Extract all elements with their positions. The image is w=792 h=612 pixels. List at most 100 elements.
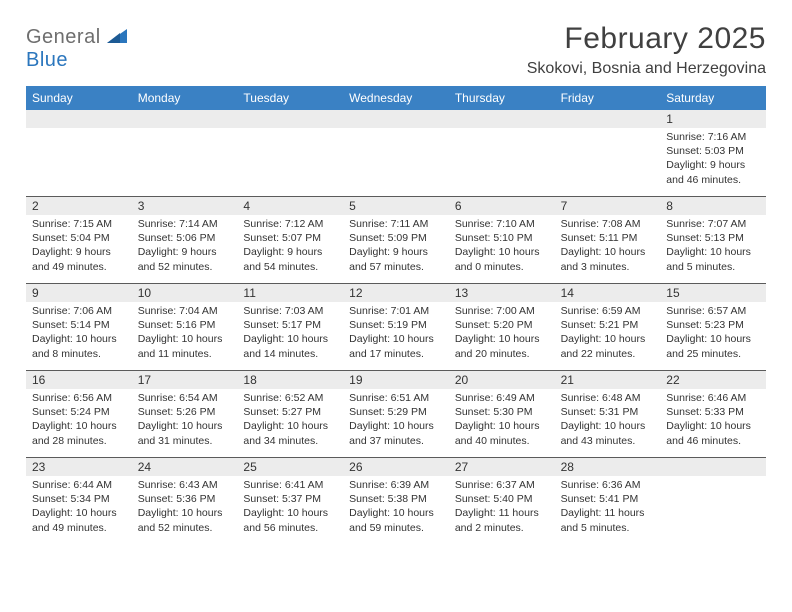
day-cell: 11Sunrise: 7:03 AMSunset: 5:17 PMDayligh… [237, 284, 343, 370]
day-number [132, 110, 238, 128]
sunrise-text: Sunrise: 7:00 AM [455, 304, 549, 318]
day-cell [132, 110, 238, 196]
daylight-text: Daylight: 11 hours and 2 minutes. [455, 506, 549, 534]
daylight-text: Daylight: 10 hours and 14 minutes. [243, 332, 337, 360]
sunrise-text: Sunrise: 7:03 AM [243, 304, 337, 318]
daylight-text: Daylight: 10 hours and 28 minutes. [32, 419, 126, 447]
day-details: Sunrise: 6:57 AMSunset: 5:23 PMDaylight:… [660, 302, 766, 365]
day-cell [555, 110, 661, 196]
sunset-text: Sunset: 5:04 PM [32, 231, 126, 245]
sunrise-text: Sunrise: 7:04 AM [138, 304, 232, 318]
weekday-label: Tuesday [237, 86, 343, 110]
sunrise-text: Sunrise: 6:57 AM [666, 304, 760, 318]
sunset-text: Sunset: 5:29 PM [349, 405, 443, 419]
sunset-text: Sunset: 5:34 PM [32, 492, 126, 506]
sunrise-text: Sunrise: 6:54 AM [138, 391, 232, 405]
daylight-text: Daylight: 9 hours and 46 minutes. [666, 158, 760, 186]
sunrise-text: Sunrise: 7:16 AM [666, 130, 760, 144]
day-number: 20 [449, 371, 555, 389]
logo-text: General Blue [26, 26, 127, 72]
day-details: Sunrise: 7:06 AMSunset: 5:14 PMDaylight:… [26, 302, 132, 365]
calendar-page: General Blue February 2025 Skokovi, Bosn… [0, 0, 792, 544]
sunrise-text: Sunrise: 7:14 AM [138, 217, 232, 231]
day-cell: 8Sunrise: 7:07 AMSunset: 5:13 PMDaylight… [660, 197, 766, 283]
sunset-text: Sunset: 5:33 PM [666, 405, 760, 419]
day-cell: 24Sunrise: 6:43 AMSunset: 5:36 PMDayligh… [132, 458, 238, 544]
sunrise-text: Sunrise: 7:10 AM [455, 217, 549, 231]
day-details: Sunrise: 6:43 AMSunset: 5:36 PMDaylight:… [132, 476, 238, 539]
brand-logo: General Blue [26, 22, 127, 72]
sunrise-text: Sunrise: 6:44 AM [32, 478, 126, 492]
weekday-header-row: Sunday Monday Tuesday Wednesday Thursday… [26, 86, 766, 110]
day-number: 7 [555, 197, 661, 215]
week-row: 2 Sunrise: 7:15 AMSunset: 5:04 PM Daylight… [26, 196, 766, 283]
day-number: 2 [26, 197, 132, 215]
day-cell: 16Sunrise: 6:56 AMSunset: 5:24 PMDayligh… [26, 371, 132, 457]
day-cell: 14Sunrise: 6:59 AMSunset: 5:21 PMDayligh… [555, 284, 661, 370]
sunrise-text: Sunrise: 7:15 AM [32, 217, 126, 231]
weekday-label: Wednesday [343, 86, 449, 110]
day-cell: 10Sunrise: 7:04 AMSunset: 5:16 PMDayligh… [132, 284, 238, 370]
sunset-text: Sunset: 5:06 PM [138, 231, 232, 245]
sunset-text: Sunset: 5:31 PM [561, 405, 655, 419]
day-cell: 20Sunrise: 6:49 AMSunset: 5:30 PMDayligh… [449, 371, 555, 457]
sunset-text: Sunset: 5:03 PM [666, 144, 760, 158]
daylight-text: Daylight: 9 hours and 54 minutes. [243, 245, 337, 273]
day-cell [449, 110, 555, 196]
daylight-text: Daylight: 10 hours and 3 minutes. [561, 245, 655, 273]
day-details: Sunrise: 6:46 AMSunset: 5:33 PMDaylight:… [660, 389, 766, 452]
daylight-text: Daylight: 10 hours and 37 minutes. [349, 419, 443, 447]
day-details: Sunrise: 6:52 AMSunset: 5:27 PMDaylight:… [237, 389, 343, 452]
week-row: 23Sunrise: 6:44 AMSunset: 5:34 PMDayligh… [26, 457, 766, 544]
day-number [343, 110, 449, 128]
day-number: 25 [237, 458, 343, 476]
day-number: 19 [343, 371, 449, 389]
day-number: 9 [26, 284, 132, 302]
day-cell [237, 110, 343, 196]
day-cell: 23Sunrise: 6:44 AMSunset: 5:34 PMDayligh… [26, 458, 132, 544]
day-cell: 5Sunrise: 7:11 AMSunset: 5:09 PMDaylight… [343, 197, 449, 283]
daylight-text: Daylight: 9 hours and 52 minutes. [138, 245, 232, 273]
daylight-text: Daylight: 10 hours and 43 minutes. [561, 419, 655, 447]
day-details: Sunrise: 6:39 AMSunset: 5:38 PMDaylight:… [343, 476, 449, 539]
sunset-text: Sunset: 5:26 PM [138, 405, 232, 419]
day-number: 15 [660, 284, 766, 302]
day-number: 22 [660, 371, 766, 389]
sunset-text: Sunset: 5:19 PM [349, 318, 443, 332]
day-number: 11 [237, 284, 343, 302]
sunrise-text: Sunrise: 6:59 AM [561, 304, 655, 318]
day-details: Sunrise: 7:12 AMSunset: 5:07 PMDaylight:… [237, 215, 343, 278]
daylight-text: Daylight: 10 hours and 31 minutes. [138, 419, 232, 447]
day-cell: 6Sunrise: 7:10 AMSunset: 5:10 PMDaylight… [449, 197, 555, 283]
day-details: Sunrise: 7:14 AMSunset: 5:06 PMDaylight:… [132, 215, 238, 278]
sunrise-text: Sunrise: 6:36 AM [561, 478, 655, 492]
day-number: 13 [449, 284, 555, 302]
day-details: Sunrise: 6:48 AMSunset: 5:31 PMDaylight:… [555, 389, 661, 452]
day-cell: 4Sunrise: 7:12 AMSunset: 5:07 PMDaylight… [237, 197, 343, 283]
sunrise-text: Sunrise: 7:12 AM [243, 217, 337, 231]
day-number [26, 110, 132, 128]
daylight-text: Daylight: 10 hours and 5 minutes. [666, 245, 760, 273]
day-number [555, 110, 661, 128]
weekday-label: Friday [555, 86, 661, 110]
weekday-label: Monday [132, 86, 238, 110]
sunrise-text: Sunrise: 7:01 AM [349, 304, 443, 318]
calendar-table: Sunday Monday Tuesday Wednesday Thursday… [26, 86, 766, 544]
sunrise-text: Sunrise: 6:43 AM [138, 478, 232, 492]
daylight-text: Daylight: 10 hours and 0 minutes. [455, 245, 549, 273]
weekday-label: Saturday [660, 86, 766, 110]
sunrise-text: Sunrise: 6:41 AM [243, 478, 337, 492]
sunset-text: Sunset: 5:07 PM [243, 231, 337, 245]
daylight-text: Daylight: 10 hours and 17 minutes. [349, 332, 443, 360]
day-number: 16 [26, 371, 132, 389]
sunrise-text: Sunrise: 7:06 AM [32, 304, 126, 318]
day-cell: 13Sunrise: 7:00 AMSunset: 5:20 PMDayligh… [449, 284, 555, 370]
day-details: Sunrise: 6:49 AMSunset: 5:30 PMDaylight:… [449, 389, 555, 452]
sunset-text: Sunset: 5:38 PM [349, 492, 443, 506]
sunset-text: Sunset: 5:21 PM [561, 318, 655, 332]
location-label: Skokovi, Bosnia and Herzegovina [527, 60, 766, 78]
title-block: February 2025 Skokovi, Bosnia and Herzeg… [527, 22, 766, 78]
sunset-text: Sunset: 5:11 PM [561, 231, 655, 245]
daylight-text: Daylight: 10 hours and 56 minutes. [243, 506, 337, 534]
sunrise-text: Sunrise: 6:49 AM [455, 391, 549, 405]
